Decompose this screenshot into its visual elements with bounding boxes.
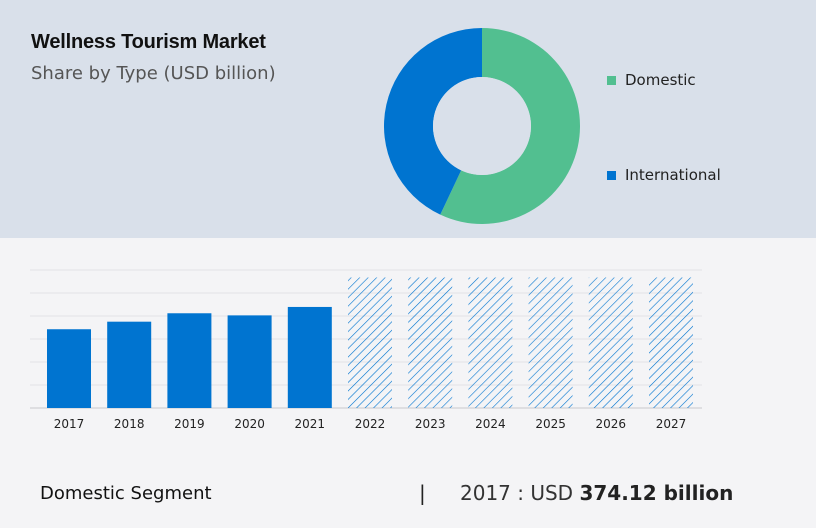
bar-2020 bbox=[227, 315, 272, 408]
footer-divider: | bbox=[419, 481, 426, 505]
x-tick-label-2021: 2021 bbox=[295, 417, 326, 431]
x-tick-label-2026: 2026 bbox=[596, 417, 627, 431]
footer-value-amount: 374.12 billion bbox=[579, 481, 734, 505]
legend-swatch-domestic bbox=[607, 75, 616, 85]
x-tick-label-2020: 2020 bbox=[234, 417, 265, 431]
donut-slice-international bbox=[383, 27, 482, 215]
x-tick-label-2023: 2023 bbox=[415, 417, 446, 431]
legend-label-international: International bbox=[625, 166, 721, 184]
x-tick-label-2025: 2025 bbox=[535, 417, 566, 431]
x-tick-label-2022: 2022 bbox=[355, 417, 386, 431]
x-tick-label-2027: 2027 bbox=[656, 417, 687, 431]
donut-hole bbox=[433, 77, 531, 175]
legend-label-domestic: Domestic bbox=[625, 71, 696, 89]
forecast-bar-2022 bbox=[348, 277, 392, 408]
forecast-bar-2024 bbox=[468, 277, 513, 408]
x-tick-label-2018: 2018 bbox=[114, 417, 145, 431]
footer-segment-label: Domestic Segment bbox=[40, 483, 212, 504]
bar-chart: 2017 2018 2019 2020 2021 2022 2023 2024 2025 2026… bbox=[30, 269, 702, 431]
footer-value: 2017 : USD 374.12 billion bbox=[460, 481, 733, 505]
donut-slice-domestic bbox=[440, 28, 580, 224]
bar-2017 bbox=[47, 329, 91, 408]
x-tick-label-2024: 2024 bbox=[475, 417, 506, 431]
bar-2021 bbox=[287, 306, 332, 408]
forecast-bar-2026 bbox=[588, 277, 633, 408]
forecast-bar-2023 bbox=[408, 277, 453, 408]
footer-year-prefix: 2017 : USD bbox=[460, 481, 574, 505]
chart-title: Wellness Tourism Market bbox=[31, 31, 266, 53]
legend-swatch-international bbox=[607, 170, 616, 180]
legend-item-international: International bbox=[607, 166, 721, 184]
x-tick-label-2019: 2019 bbox=[174, 417, 205, 431]
bar-2019 bbox=[167, 313, 212, 408]
x-tick-label-2017: 2017 bbox=[54, 417, 85, 431]
forecast-bar-2027 bbox=[649, 277, 693, 408]
bar-2018 bbox=[107, 321, 152, 408]
forecast-bar-2025 bbox=[528, 277, 573, 408]
legend-item-domestic: Domestic bbox=[607, 71, 696, 89]
chart-subtitle: Share by Type (USD billion) bbox=[31, 63, 276, 84]
donut-chart bbox=[383, 27, 580, 224]
